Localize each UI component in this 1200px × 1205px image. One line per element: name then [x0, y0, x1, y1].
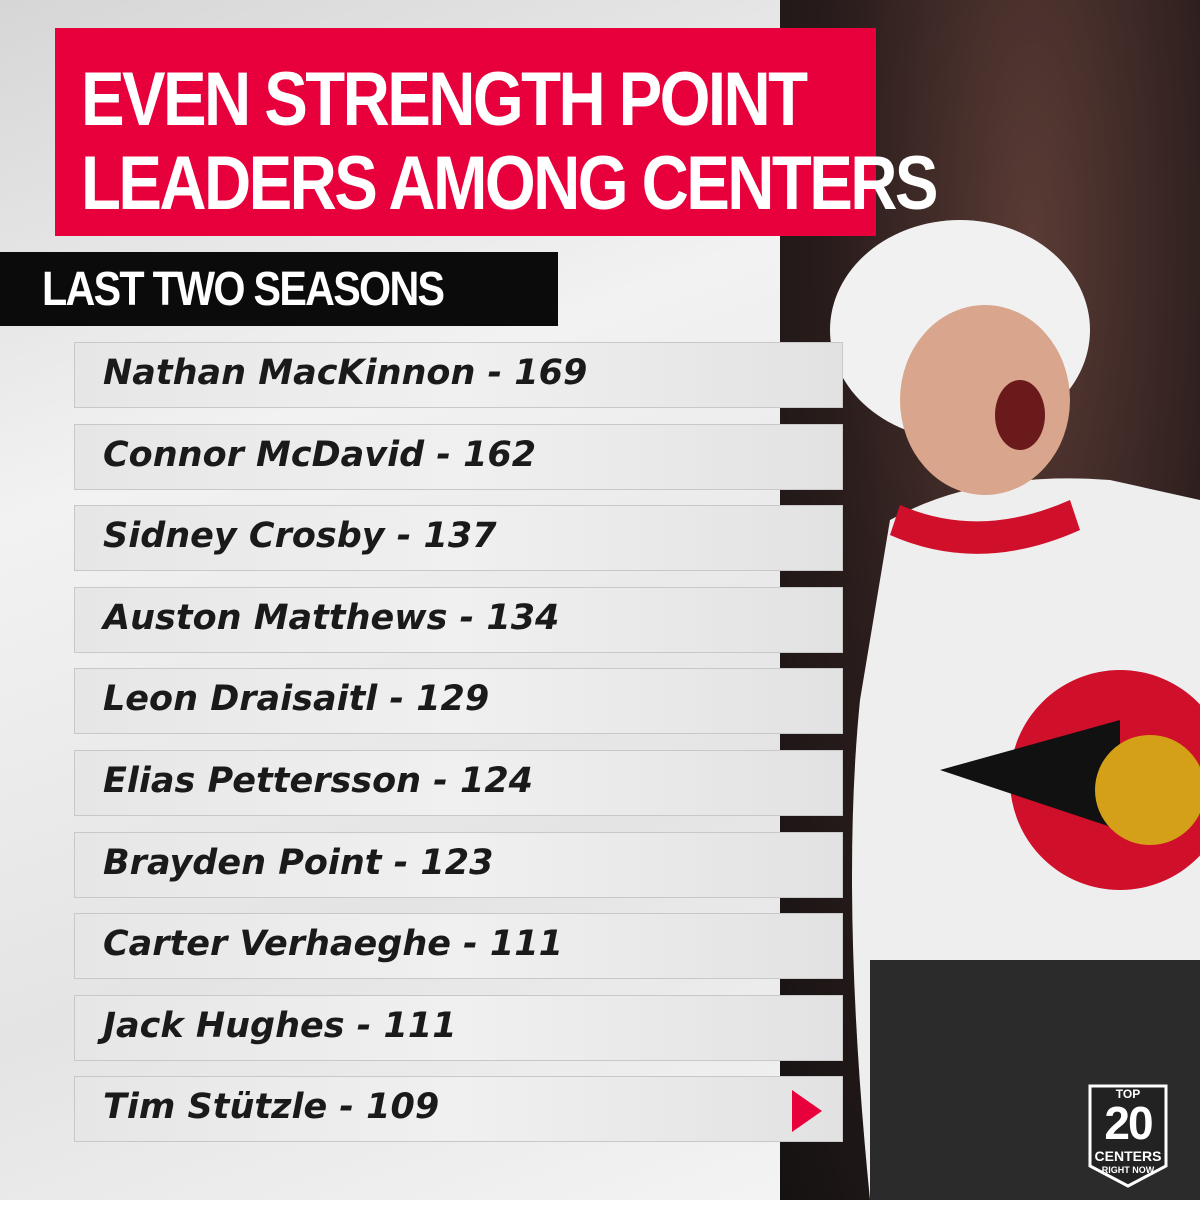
collar	[890, 500, 1080, 554]
list-row: Tim Stützle - 109	[74, 1076, 843, 1143]
row-text: Brayden Point - 123	[103, 842, 494, 883]
row-text: Auston Matthews - 134	[103, 597, 560, 638]
badge-sub: RIGHT NOW	[1101, 1165, 1155, 1175]
title-box: EVEN STRENGTH POINT LEADERS AMONG CENTER…	[55, 28, 938, 236]
subtitle-bar: LAST TWO SEASONS	[0, 252, 558, 326]
list-row: Jack Hughes - 111	[74, 994, 843, 1061]
title-line: EVEN STRENGTH POINT	[81, 57, 808, 142]
row-text: Jack Hughes - 111	[103, 1005, 457, 1046]
list-row: Nathan MacKinnon - 169	[74, 342, 843, 408]
player-illustration	[830, 220, 1200, 1200]
arrow-icon	[792, 1090, 822, 1133]
row-text: Leon Draisaitl - 129	[103, 679, 490, 720]
row-text: Nathan MacKinnon - 169	[103, 353, 588, 393]
list-row: Elias Pettersson - 124	[74, 750, 843, 816]
list-row: Connor McDavid - 162	[74, 423, 843, 490]
list-row: Carter Verhaeghe - 111	[74, 913, 843, 980]
row-text: Tim Stützle - 109	[103, 1087, 440, 1128]
badge-top: TOP	[1115, 1087, 1141, 1101]
list-row: Auston Matthews - 134	[74, 586, 843, 653]
mouth	[995, 380, 1045, 450]
badge-number: 20	[1104, 1097, 1153, 1149]
logo-center	[1095, 735, 1200, 845]
row-text: Carter Verhaeghe - 111	[103, 924, 563, 965]
row-text: Sidney Crosby - 137	[103, 516, 497, 557]
title-line: LEADERS AMONG CENTERS	[81, 141, 938, 226]
badge-shield	[1088, 1084, 1168, 1188]
logo-wing	[940, 720, 1120, 830]
subtitle: LAST TWO SEASONS	[42, 263, 445, 316]
list-row: Brayden Point - 123	[74, 831, 843, 898]
badge: TOP 20 CENTERS RIGHT NOW	[1085, 1078, 1171, 1190]
list-row: Sidney Crosby - 137	[74, 505, 843, 572]
face	[900, 305, 1070, 495]
row-text: Connor McDavid - 162	[103, 434, 537, 475]
list-row: Leon Draisaitl - 129	[74, 668, 843, 735]
row-text: Elias Pettersson - 124	[103, 761, 534, 801]
badge-label: CENTERS	[1094, 1148, 1162, 1164]
